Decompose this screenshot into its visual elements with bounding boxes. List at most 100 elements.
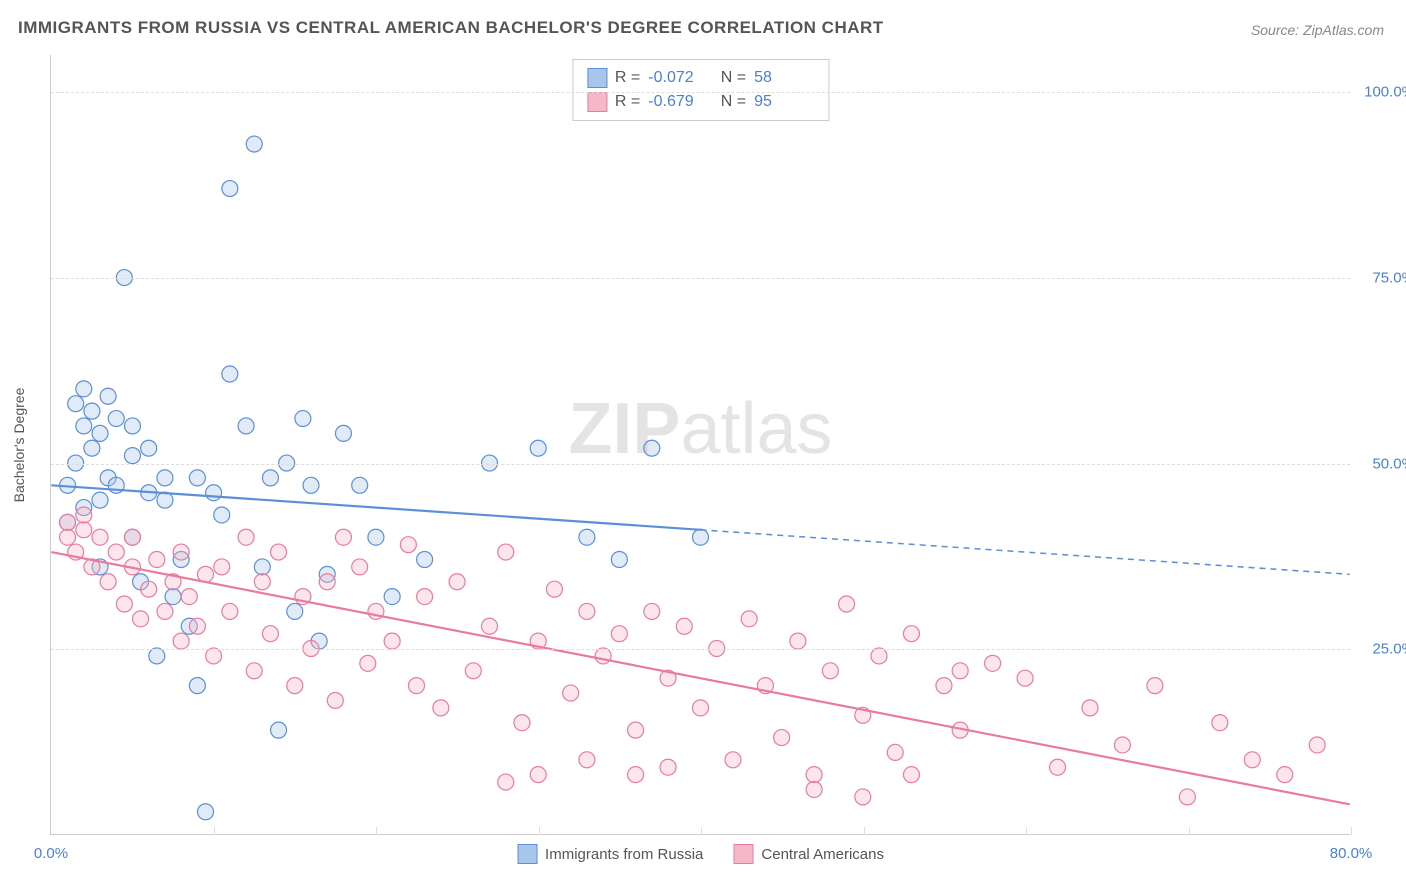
scatter-point	[108, 411, 124, 427]
scatter-point	[1244, 752, 1260, 768]
scatter-point	[76, 381, 92, 397]
scatter-point	[352, 477, 368, 493]
scatter-point	[384, 589, 400, 605]
scatter-point	[822, 663, 838, 679]
scatter-point	[76, 507, 92, 523]
scatter-point	[465, 663, 481, 679]
scatter-point	[498, 544, 514, 560]
grid-line-h	[51, 464, 1350, 465]
scatter-point	[482, 618, 498, 634]
scatter-point	[579, 752, 595, 768]
scatter-point	[1114, 737, 1130, 753]
scatter-point	[1277, 767, 1293, 783]
scatter-point	[189, 678, 205, 694]
scatter-point	[92, 492, 108, 508]
swatch-icon	[587, 92, 607, 112]
scatter-point	[124, 418, 140, 434]
scatter-point	[335, 425, 351, 441]
scatter-point	[303, 477, 319, 493]
x-tick	[539, 827, 540, 835]
scatter-point	[238, 418, 254, 434]
scatter-point	[206, 648, 222, 664]
scatter-point	[806, 767, 822, 783]
scatter-point	[985, 655, 1001, 671]
scatter-point	[76, 522, 92, 538]
scatter-point	[806, 781, 822, 797]
scatter-plot	[51, 55, 1350, 834]
x-tick	[701, 827, 702, 835]
scatter-point	[644, 603, 660, 619]
legend-label: Central Americans	[761, 846, 884, 863]
swatch-icon	[733, 844, 753, 864]
scatter-point	[530, 767, 546, 783]
scatter-point	[173, 633, 189, 649]
scatter-point	[133, 611, 149, 627]
scatter-point	[254, 574, 270, 590]
scatter-point	[84, 403, 100, 419]
scatter-point	[595, 648, 611, 664]
stat-r-label: R =	[615, 93, 640, 111]
scatter-point	[157, 470, 173, 486]
scatter-point	[84, 440, 100, 456]
swatch-icon	[517, 844, 537, 864]
scatter-point	[514, 715, 530, 731]
stats-row: R = -0.679 N = 95	[587, 90, 814, 114]
scatter-point	[149, 648, 165, 664]
scatter-point	[400, 537, 416, 553]
scatter-point	[68, 396, 84, 412]
stats-row: R = -0.072 N = 58	[587, 66, 814, 90]
scatter-point	[246, 663, 262, 679]
swatch-icon	[587, 68, 607, 88]
scatter-point	[952, 663, 968, 679]
scatter-point	[141, 440, 157, 456]
scatter-point	[741, 611, 757, 627]
scatter-point	[1309, 737, 1325, 753]
scatter-point	[222, 603, 238, 619]
scatter-point	[903, 626, 919, 642]
scatter-point	[417, 589, 433, 605]
scatter-point	[839, 596, 855, 612]
scatter-point	[262, 470, 278, 486]
grid-line-h	[51, 92, 1350, 93]
x-tick	[376, 827, 377, 835]
scatter-point	[611, 552, 627, 568]
scatter-point	[360, 655, 376, 671]
scatter-point	[108, 544, 124, 560]
scatter-point	[92, 529, 108, 545]
x-tick	[864, 827, 865, 835]
scatter-point	[579, 603, 595, 619]
stats-box: R = -0.072 N = 58R = -0.679 N = 95	[572, 59, 829, 121]
scatter-point	[660, 759, 676, 775]
grid-line-h	[51, 649, 1350, 650]
legend-label: Immigrants from Russia	[545, 846, 703, 863]
x-tick	[214, 827, 215, 835]
scatter-point	[222, 366, 238, 382]
scatter-point	[530, 440, 546, 456]
stat-r-value: -0.072	[648, 69, 708, 87]
scatter-point	[887, 744, 903, 760]
scatter-point	[141, 581, 157, 597]
stat-n-value: 58	[754, 69, 814, 87]
scatter-point	[1179, 789, 1195, 805]
scatter-point	[611, 626, 627, 642]
scatter-point	[546, 581, 562, 597]
scatter-point	[790, 633, 806, 649]
scatter-point	[189, 618, 205, 634]
scatter-point	[563, 685, 579, 701]
stat-n-label: N =	[716, 69, 746, 87]
scatter-point	[871, 648, 887, 664]
chart-title: IMMIGRANTS FROM RUSSIA VS CENTRAL AMERIC…	[18, 18, 884, 38]
scatter-point	[60, 514, 76, 530]
legend-bottom: Immigrants from Russia Central Americans	[517, 844, 884, 864]
scatter-point	[100, 574, 116, 590]
scatter-point	[271, 544, 287, 560]
scatter-point	[189, 470, 205, 486]
scatter-point	[198, 804, 214, 820]
y-tick-label: 75.0%	[1372, 269, 1406, 286]
scatter-point	[855, 789, 871, 805]
scatter-point	[76, 418, 92, 434]
chart-area: ZIPatlas Bachelor's Degree R = -0.072 N …	[50, 55, 1350, 835]
x-tick	[1026, 827, 1027, 835]
scatter-point	[693, 700, 709, 716]
scatter-point	[628, 767, 644, 783]
